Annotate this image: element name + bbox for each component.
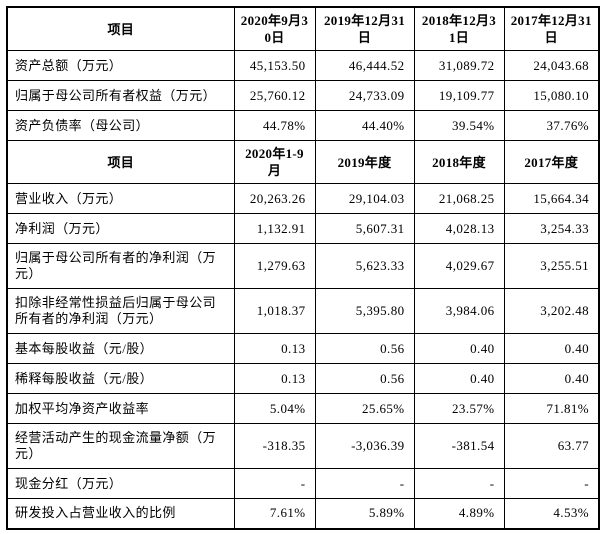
cell-value: 0.13	[233, 333, 316, 364]
column-header-period: 2018年度	[413, 140, 505, 184]
table-row: 资产总额（万元） 45,153.50 46,444.52 31,089.72 2…	[6, 50, 600, 81]
table-row: 研发投入占营业收入的比例 7.61% 5.89% 4.89% 4.53%	[6, 498, 600, 529]
cell-value: 3,984.06	[413, 288, 505, 334]
cell-value: 5,395.80	[314, 288, 415, 334]
cell-value: -	[314, 468, 415, 499]
column-header-period: 2017年12月31日	[503, 6, 600, 51]
cell-value: 5.04%	[233, 393, 316, 424]
row-label: 稀释每股收益（元/股）	[6, 363, 235, 394]
table-header-row: 项目 2020年1-9月 2019年度 2018年度 2017年度	[6, 140, 600, 184]
balance-sheet-section: 项目 2020年9月30日 2019年12月31日 2018年12月31日 20…	[6, 6, 600, 141]
cell-value: 1,132.91	[233, 213, 316, 244]
cell-value: 45,153.50	[233, 50, 316, 81]
table-row: 稀释每股收益（元/股） 0.13 0.56 0.40 0.40	[6, 363, 600, 394]
column-header-item: 项目	[6, 6, 235, 51]
cell-value: 20,263.26	[233, 183, 316, 214]
financial-summary-table: 项目 2020年9月30日 2019年12月31日 2018年12月31日 20…	[6, 6, 600, 530]
cell-value: 29,104.03	[314, 183, 415, 214]
cell-value: 4.89%	[413, 498, 505, 529]
cell-value: 15,080.10	[503, 80, 600, 111]
cell-value: 5.89%	[314, 498, 415, 529]
row-label: 研发投入占营业收入的比例	[6, 498, 235, 529]
cell-value: 39.54%	[413, 110, 505, 141]
column-header-item: 项目	[6, 140, 235, 184]
cell-value: 46,444.52	[314, 50, 415, 81]
cell-value: 0.40	[503, 333, 600, 364]
cell-value: -318.35	[233, 423, 316, 469]
cell-value: 63.77	[503, 423, 600, 469]
cell-value: 44.40%	[314, 110, 415, 141]
cell-value: 3,202.48	[503, 288, 600, 334]
table-row: 经营活动产生的现金流量净额（万元） -318.35 -3,036.39 -381…	[6, 423, 600, 469]
table-row: 加权平均净资产收益率 5.04% 25.65% 23.57% 71.81%	[6, 393, 600, 424]
cell-value: 0.40	[413, 363, 505, 394]
cell-value: 3,254.33	[503, 213, 600, 244]
table-row: 归属于母公司所有者权益（万元） 25,760.12 24,733.09 19,1…	[6, 80, 600, 111]
cell-value: -	[233, 468, 316, 499]
cell-value: 5,607.31	[314, 213, 415, 244]
cell-value: 44.78%	[233, 110, 316, 141]
table-row: 扣除非经常性损益后归属于母公司所有者的净利润（万元） 1,018.37 5,39…	[6, 288, 600, 334]
cell-value: 21,068.25	[413, 183, 505, 214]
cell-value: 25,760.12	[233, 80, 316, 111]
table-row: 归属于母公司所有者的净利润（万元） 1,279.63 5,623.33 4,02…	[6, 243, 600, 289]
column-header-period: 2018年12月31日	[413, 6, 505, 51]
table-row: 基本每股收益（元/股） 0.13 0.56 0.40 0.40	[6, 333, 600, 364]
row-label: 净利润（万元）	[6, 213, 235, 244]
cell-value: 7.61%	[233, 498, 316, 529]
column-header-period: 2019年度	[314, 140, 415, 184]
row-label: 资产总额（万元）	[6, 50, 235, 81]
row-label: 归属于母公司所有者的净利润（万元）	[6, 243, 235, 289]
row-label: 经营活动产生的现金流量净额（万元）	[6, 423, 235, 469]
cell-value: -3,036.39	[314, 423, 415, 469]
cell-value: 19,109.77	[413, 80, 505, 111]
cell-value: 71.81%	[503, 393, 600, 424]
cell-value: 1,279.63	[233, 243, 316, 289]
table-header-row: 项目 2020年9月30日 2019年12月31日 2018年12月31日 20…	[6, 6, 600, 51]
cell-value: 23.57%	[413, 393, 505, 424]
cell-value: 31,089.72	[413, 50, 505, 81]
cell-value: 0.13	[233, 363, 316, 394]
table-row: 营业收入（万元） 20,263.26 29,104.03 21,068.25 1…	[6, 183, 600, 214]
row-label: 营业收入（万元）	[6, 183, 235, 214]
table-row: 资产负债率（母公司） 44.78% 44.40% 39.54% 37.76%	[6, 110, 600, 141]
income-statement-section: 项目 2020年1-9月 2019年度 2018年度 2017年度 营业收入（万…	[6, 140, 600, 529]
cell-value: 0.40	[413, 333, 505, 364]
row-label: 现金分红（万元）	[6, 468, 235, 499]
cell-value: 0.56	[314, 363, 415, 394]
cell-value: 3,255.51	[503, 243, 600, 289]
cell-value: 4,029.67	[413, 243, 505, 289]
cell-value: 24,043.68	[503, 50, 600, 81]
row-label: 资产负债率（母公司）	[6, 110, 235, 141]
cell-value: -	[413, 468, 505, 499]
row-label: 归属于母公司所有者权益（万元）	[6, 80, 235, 111]
row-label: 加权平均净资产收益率	[6, 393, 235, 424]
cell-value: -	[503, 468, 600, 499]
column-header-period: 2020年1-9月	[233, 140, 316, 184]
cell-value: 5,623.33	[314, 243, 415, 289]
table-row: 净利润（万元） 1,132.91 5,607.31 4,028.13 3,254…	[6, 213, 600, 244]
cell-value: 24,733.09	[314, 80, 415, 111]
cell-value: 1,018.37	[233, 288, 316, 334]
cell-value: 4.53%	[503, 498, 600, 529]
row-label: 扣除非经常性损益后归属于母公司所有者的净利润（万元）	[6, 288, 235, 334]
cell-value: 0.56	[314, 333, 415, 364]
cell-value: 4,028.13	[413, 213, 505, 244]
cell-value: 0.40	[503, 363, 600, 394]
table-row: 现金分红（万元） - - - -	[6, 468, 600, 499]
column-header-period: 2019年12月31日	[314, 6, 415, 51]
column-header-period: 2020年9月30日	[233, 6, 316, 51]
row-label: 基本每股收益（元/股）	[6, 333, 235, 364]
cell-value: 37.76%	[503, 110, 600, 141]
cell-value: 25.65%	[314, 393, 415, 424]
cell-value: -381.54	[413, 423, 505, 469]
cell-value: 15,664.34	[503, 183, 600, 214]
column-header-period: 2017年度	[503, 140, 600, 184]
